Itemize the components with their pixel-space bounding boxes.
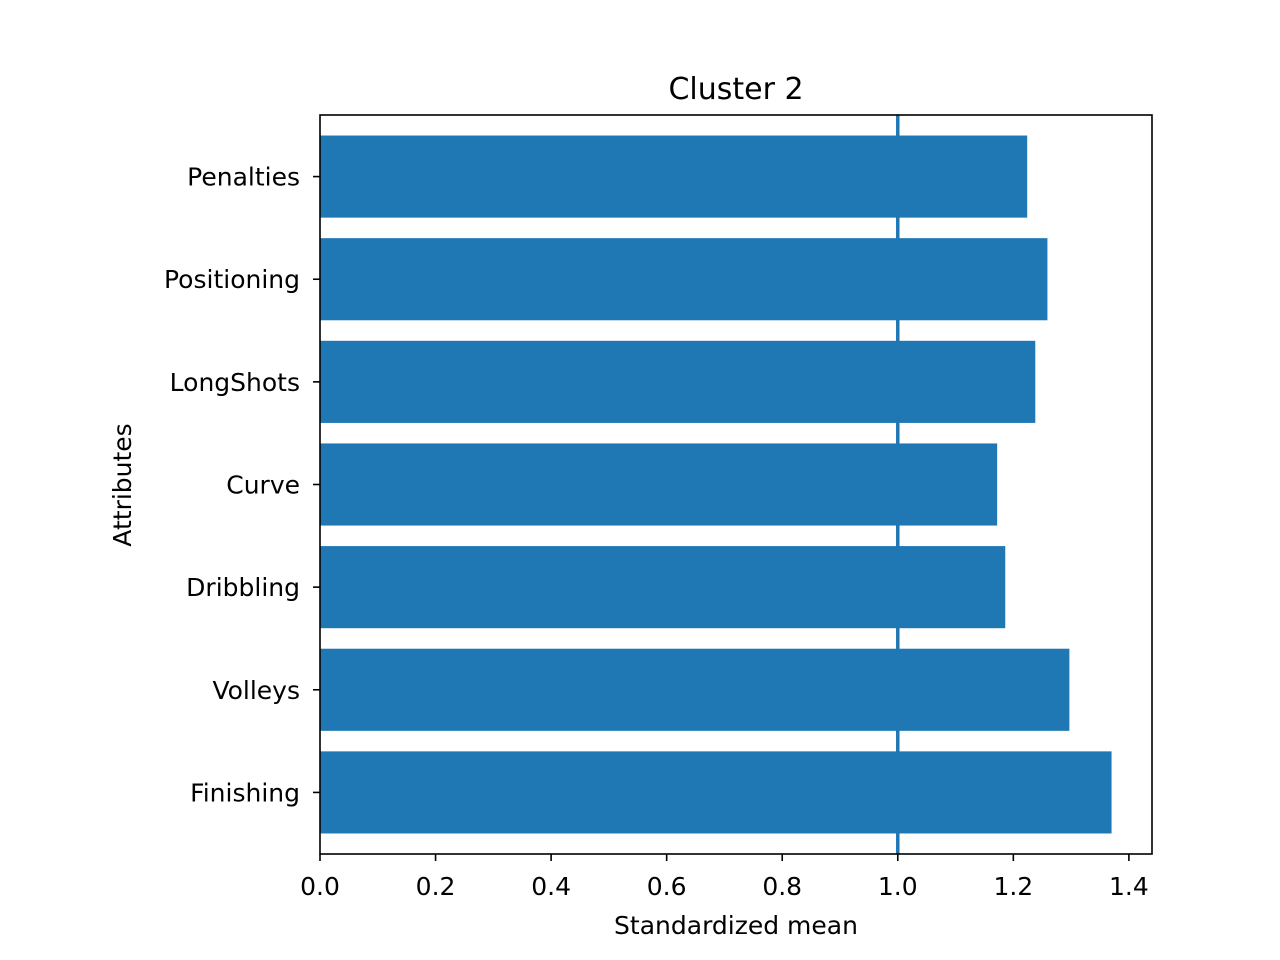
x-tick-label: 1.2 [993, 872, 1033, 901]
x-tick-label: 1.0 [878, 872, 918, 901]
x-axis-ticks: 0.0 0.2 0.4 0.6 0.8 1.0 1.2 1.4 [300, 854, 1149, 901]
bar-dribbling [320, 546, 1006, 629]
bar-finishing [320, 751, 1112, 834]
y-tick-label: Positioning [164, 265, 300, 294]
x-tick-label: 0.4 [531, 872, 571, 901]
bar-positioning [320, 238, 1048, 321]
bar-volleys [320, 648, 1070, 731]
x-tick-label: 0.2 [416, 872, 456, 901]
y-tick-label: Curve [226, 471, 300, 500]
y-tick-label: Dribbling [186, 573, 300, 602]
y-tick-label: Finishing [190, 778, 300, 807]
bars-group [320, 135, 1112, 834]
y-tick-label: LongShots [170, 368, 300, 397]
bar-penalties [320, 135, 1028, 218]
bar-longshots [320, 340, 1036, 423]
x-tick-label: 0.0 [300, 872, 340, 901]
y-tick-label: Penalties [187, 163, 300, 192]
x-tick-label: 1.4 [1109, 872, 1149, 901]
bar-curve [320, 443, 998, 526]
chart-title: Cluster 2 [668, 72, 803, 107]
y-axis-label: Attributes [108, 423, 137, 546]
y-tick-label: Volleys [212, 676, 300, 705]
x-axis-label: Standardized mean [614, 911, 858, 940]
y-axis-ticks: Finishing Volleys Dribbling Curve LongShots P… [164, 163, 320, 807]
x-tick-label: 0.8 [762, 872, 802, 901]
x-tick-label: 0.6 [647, 872, 687, 901]
